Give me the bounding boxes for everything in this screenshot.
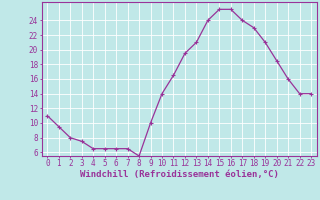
X-axis label: Windchill (Refroidissement éolien,°C): Windchill (Refroidissement éolien,°C) (80, 170, 279, 179)
